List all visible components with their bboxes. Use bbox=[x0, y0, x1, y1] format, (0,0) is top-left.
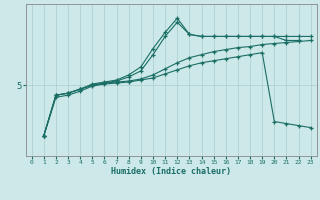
X-axis label: Humidex (Indice chaleur): Humidex (Indice chaleur) bbox=[111, 167, 231, 176]
